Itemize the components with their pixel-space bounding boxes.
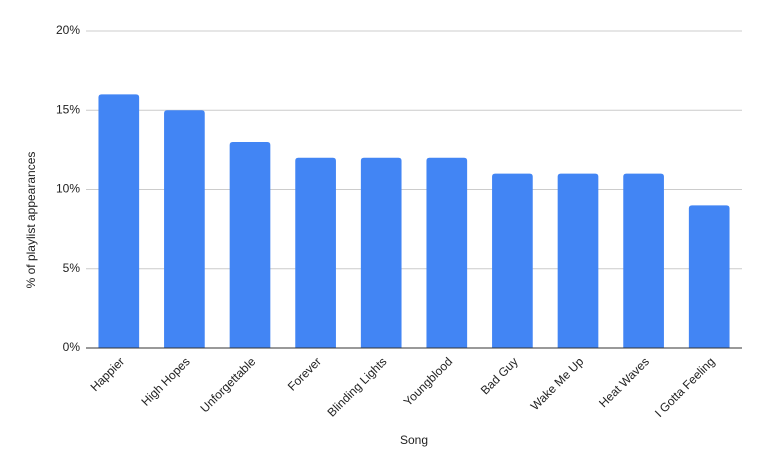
bar [98, 94, 140, 349]
bar [492, 173, 533, 348]
bar [623, 173, 664, 348]
y-tick-label: 20% [56, 23, 80, 37]
y-tick-label: 5% [63, 261, 81, 275]
bar [426, 157, 468, 348]
bar [557, 173, 599, 348]
bar [295, 157, 336, 348]
bar [688, 205, 730, 348]
bar [164, 110, 205, 348]
bar [360, 157, 402, 348]
y-tick-label: 10% [56, 182, 80, 196]
y-tick-label: 15% [56, 102, 80, 116]
y-tick-label: 0% [63, 340, 81, 354]
bar [229, 141, 271, 348]
x-axis-label: Song [400, 433, 428, 447]
y-axis-label: % of playlist appearances [24, 152, 38, 289]
